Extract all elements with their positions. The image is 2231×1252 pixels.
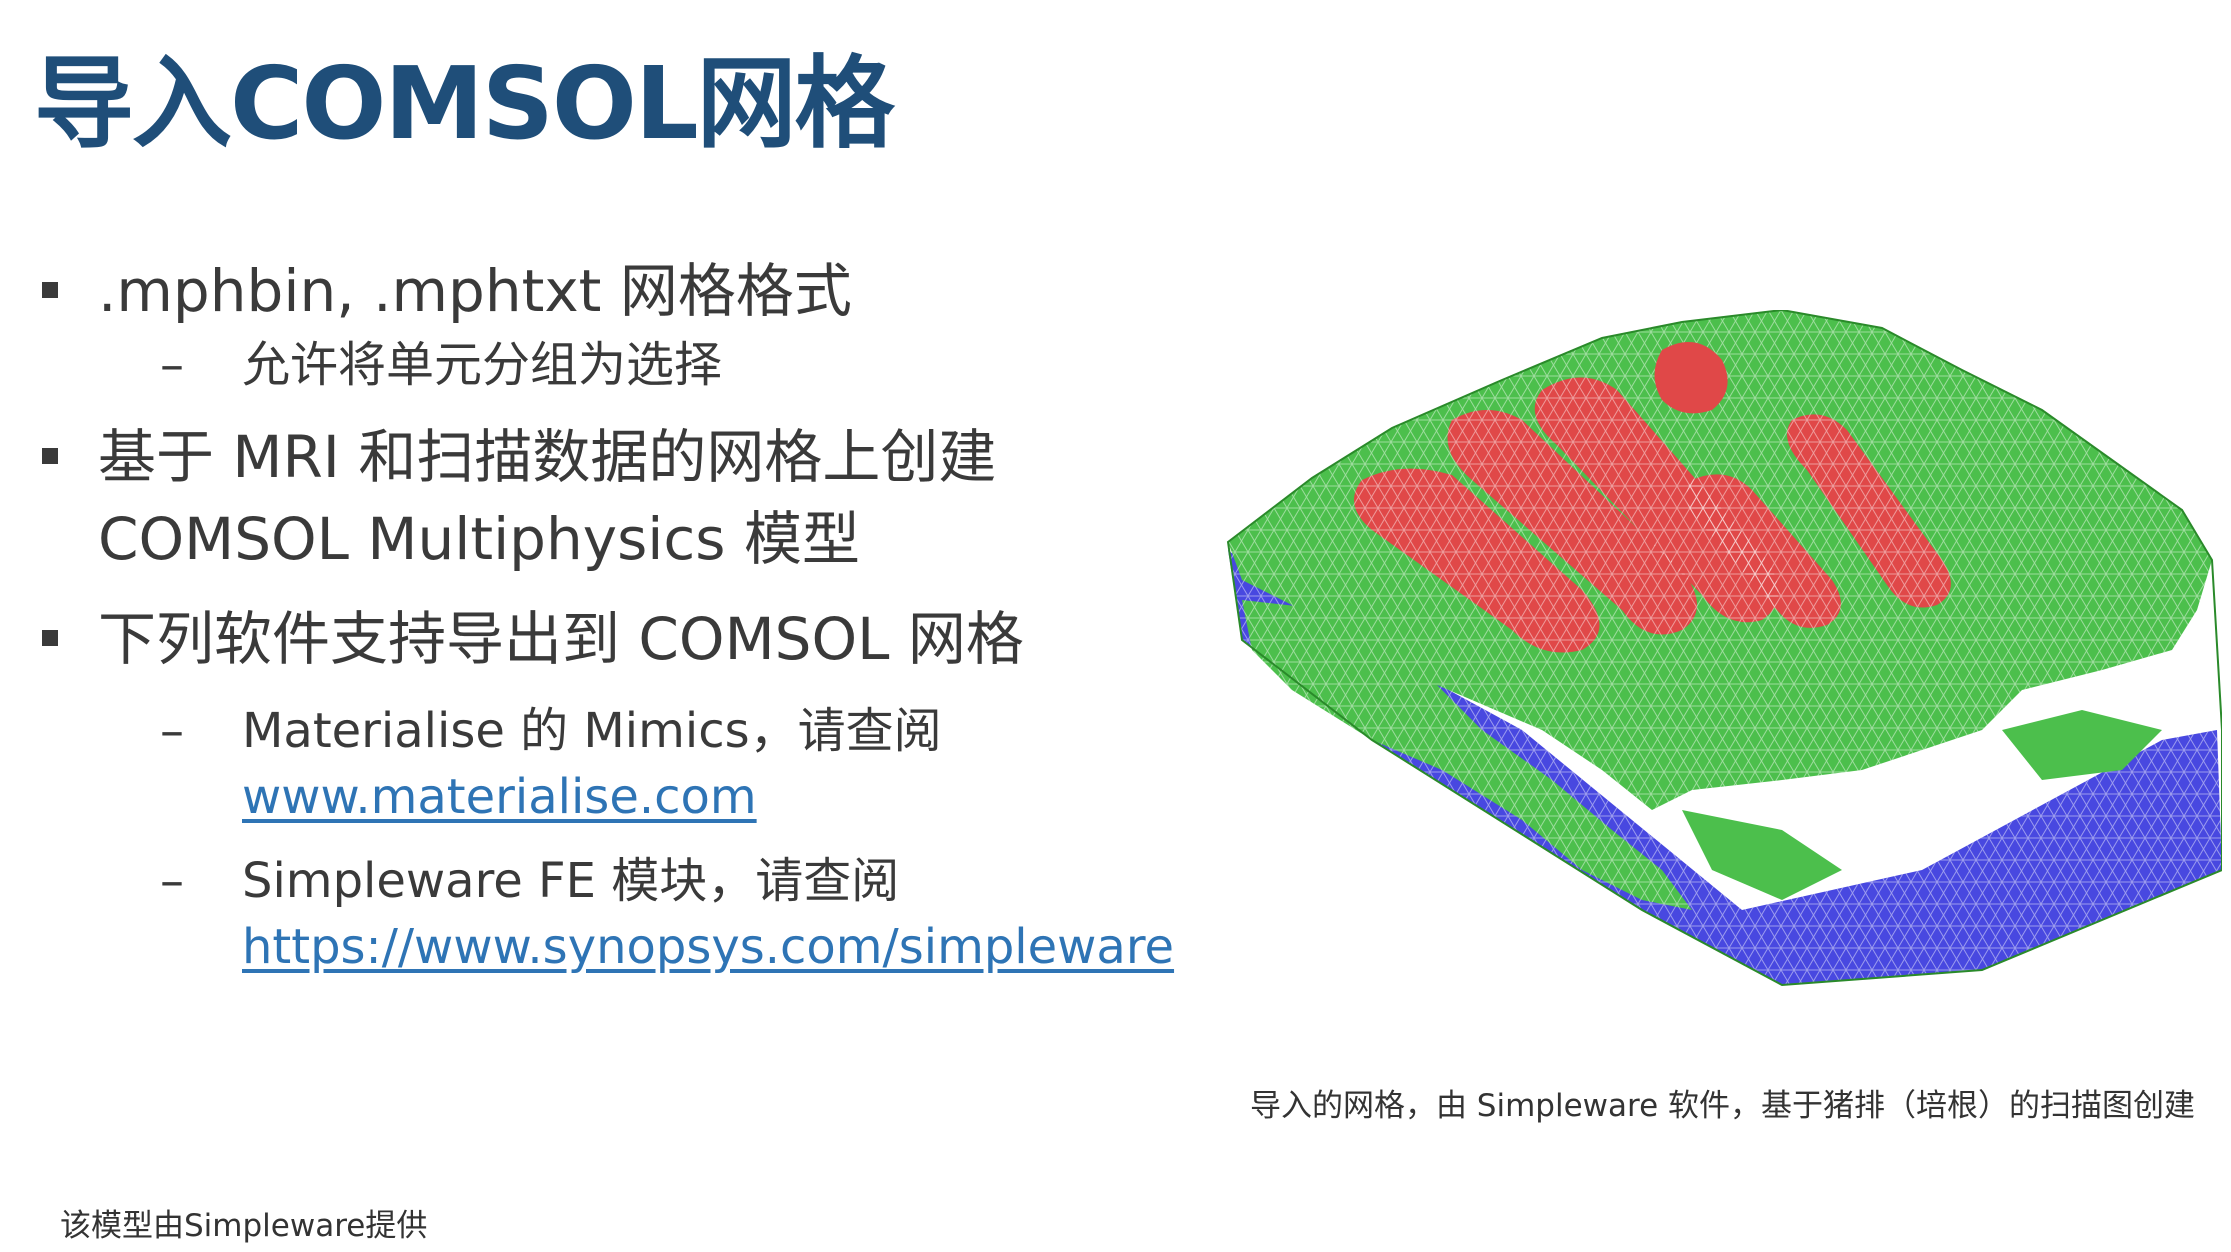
bullet-marker xyxy=(42,448,58,464)
dash-marker: – xyxy=(160,337,184,393)
bullet-mri-scan: 基于 MRI 和扫描数据的网格上创建 COMSOL Multiphysics 模… xyxy=(34,416,1234,580)
materialise-link[interactable]: www.materialise.com xyxy=(242,769,757,825)
figure-caption: 导入的网格，由 Simpleware 软件，基于猪排（培根）的扫描图创建 xyxy=(1249,1088,2195,1124)
bullet-text: 下列软件支持导出到 COMSOL 网格 xyxy=(98,605,1024,673)
bullet-export-software: 下列软件支持导出到 COMSOL 网格 xyxy=(34,598,1234,680)
bullet-marker xyxy=(42,630,58,646)
model-credit-footnote: 该模型由Simpleware提供 xyxy=(60,1208,428,1244)
bullet-marker xyxy=(42,282,58,298)
sub-bullet-text: Simpleware FE 模块，请查阅 xyxy=(242,853,900,909)
dash-marker: – xyxy=(160,703,184,759)
bullet-list: .mphbin, .mphtxt 网格格式 – 允许将单元分组为选择 基于 MR… xyxy=(34,250,1234,980)
bullet-text: 基于 MRI 和扫描数据的网格上创建 xyxy=(98,423,997,491)
imported-mesh-figure xyxy=(1226,310,2222,987)
sub-bullet-selections: – 允许将单元分组为选择 xyxy=(34,332,1234,398)
sub-bullet-simpleware: – Simpleware FE 模块，请查阅 https://www.synop… xyxy=(34,848,1234,980)
bullet-text: .mphbin, .mphtxt 网格格式 xyxy=(98,257,852,325)
page-title: 导入COMSOL网格 xyxy=(34,45,895,162)
bullet-mesh-formats: .mphbin, .mphtxt 网格格式 xyxy=(34,250,1234,332)
synopsys-simpleware-link[interactable]: https://www.synopsys.com/simpleware xyxy=(242,919,1175,975)
sub-bullet-mimics: – Materialise 的 Mimics，请查阅 www.materiali… xyxy=(34,698,1234,830)
dash-marker: – xyxy=(160,853,184,909)
sub-bullet-text: Materialise 的 Mimics，请查阅 xyxy=(242,703,942,759)
sub-bullet-text: 允许将单元分组为选择 xyxy=(242,337,723,393)
bullet-text-line2: COMSOL Multiphysics 模型 xyxy=(98,505,860,573)
